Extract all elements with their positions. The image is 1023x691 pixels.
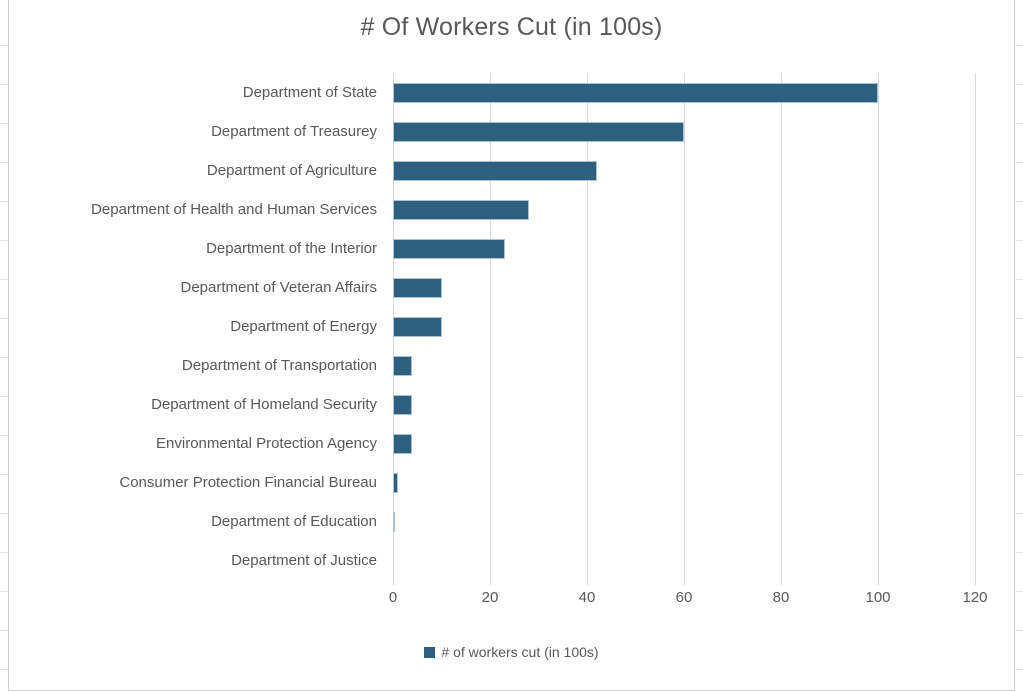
x-tick-label: 0	[388, 589, 398, 606]
category-label: Department of Education	[211, 513, 377, 530]
category-label: Department of the Interior	[206, 240, 377, 257]
chart-row: Department of Homeland Security	[16, 385, 975, 424]
bar-track	[393, 307, 975, 346]
category-label: Department of Veteran Affairs	[180, 279, 377, 296]
chart-row: Department of Veteran Affairs	[16, 268, 975, 307]
chart-title[interactable]: # Of Workers Cut (in 100s)	[360, 13, 663, 41]
bar-track	[393, 151, 975, 190]
category-label: Department of Health and Human Services	[91, 201, 377, 218]
bar-track	[393, 385, 975, 424]
category-label: Environmental Protection Agency	[156, 435, 377, 452]
bar-track	[393, 346, 975, 385]
chart-row: Department of Agriculture	[16, 151, 975, 190]
legend[interactable]: # of workers cut (in 100s)	[0, 644, 1023, 660]
bar-track	[393, 268, 975, 307]
bar[interactable]	[393, 82, 878, 103]
bar-track	[393, 502, 975, 541]
x-tick-label: 120	[962, 589, 988, 606]
category-label: Department of Agriculture	[206, 162, 377, 179]
bar[interactable]	[393, 199, 529, 220]
category-label: Department of State	[242, 84, 377, 101]
bar[interactable]	[393, 394, 413, 415]
bar[interactable]	[393, 238, 505, 259]
legend-label: # of workers cut (in 100s)	[441, 644, 599, 660]
category-label: Consumer Protection Financial Bureau	[119, 474, 377, 491]
category-label: Department of Homeland Security	[151, 396, 377, 413]
chart-row: Department of Treasurey	[16, 112, 975, 151]
bar-track	[393, 541, 975, 580]
spreadsheet-gridline-stubs-right	[1016, 0, 1023, 691]
chart-row: Department of Justice	[16, 541, 975, 580]
chart-frame[interactable]	[8, 0, 1015, 691]
chart-row: Department of the Interior	[16, 229, 975, 268]
category-label: Department of Energy	[230, 318, 377, 335]
x-tick-label: 20	[481, 589, 499, 606]
x-tick-label: 40	[578, 589, 596, 606]
bar[interactable]	[393, 472, 398, 493]
bar-track	[393, 229, 975, 268]
bar[interactable]	[393, 277, 442, 298]
legend-marker-icon	[424, 646, 436, 658]
x-tick-label: 100	[865, 589, 891, 606]
bar[interactable]	[393, 511, 396, 532]
category-label: Department of Transportation	[181, 357, 377, 374]
x-tick-label: 60	[675, 589, 693, 606]
x-axis-ticks: 0 20 40 60 80 100 120	[389, 589, 988, 609]
bar-track	[393, 190, 975, 229]
bar-track	[393, 73, 975, 112]
chart-row: Consumer Protection Financial Bureau	[16, 463, 975, 502]
chart-row: Department of State	[16, 73, 975, 112]
bar[interactable]	[393, 160, 597, 181]
chart-row: Department of Energy	[16, 307, 975, 346]
bar-track	[393, 112, 975, 151]
chart-row: Department of Health and Human Services	[16, 190, 975, 229]
bar[interactable]	[393, 355, 413, 376]
bar[interactable]	[393, 121, 684, 142]
category-label: Department of Justice	[231, 552, 377, 569]
spreadsheet-gridline-stubs-left	[0, 0, 8, 691]
bar-track	[393, 463, 975, 502]
category-rows: Department of State Department of Treasur…	[16, 73, 975, 580]
chart-row: Department of Education	[16, 502, 975, 541]
chart-row: Department of Transportation	[16, 346, 975, 385]
bar-track	[393, 424, 975, 463]
bar[interactable]	[393, 316, 442, 337]
category-label: Department of Treasurey	[211, 123, 377, 140]
x-tick-label: 80	[772, 589, 790, 606]
chart-row: Environmental Protection Agency	[16, 424, 975, 463]
bar[interactable]	[393, 433, 413, 454]
